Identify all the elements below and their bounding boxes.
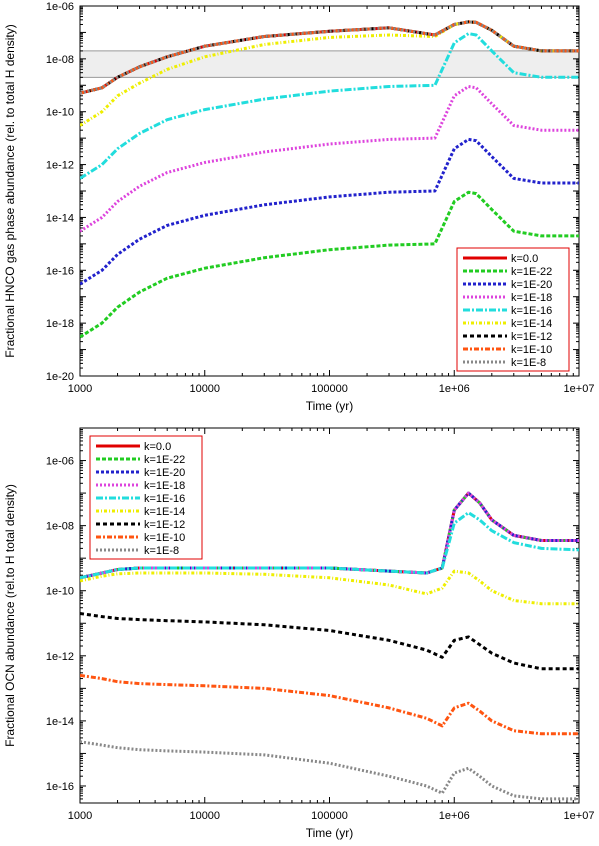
x-tick-label: 1e+06 [439, 810, 470, 822]
legend-label: k=1E-14 [511, 318, 552, 330]
y-tick-label: 1e-12 [46, 651, 74, 663]
chart-1: 1000 10000 100000 1e+06 1e+07 1e-20 1e-18 1e-16… [3, 1, 594, 413]
legend-label: k=1E-10 [144, 532, 185, 544]
series-line-k=1E-12 [80, 612, 579, 671]
legend-label: k=1E-22 [144, 454, 185, 466]
legend-label: k=1E-16 [144, 493, 185, 505]
x-tick-label: 1e+07 [564, 810, 595, 822]
x-tick-label: 1000 [68, 810, 92, 822]
series-line-k=1E-8 [80, 740, 579, 801]
y-axis-label: Fractional HNCO gas phase abundance (rel… [3, 24, 17, 358]
series-line-k=1E-18 [80, 85, 579, 233]
y-tick-label: 1e-06 [46, 456, 74, 468]
x-tick-label: 10000 [189, 383, 220, 395]
y-tick-label: 1e-18 [46, 318, 74, 330]
legend-label: k=1E-8 [511, 357, 546, 369]
y-tick-label: 1e-16 [46, 265, 74, 277]
legend: k=0.0k=1E-22k=1E-20k=1E-18k=1E-16k=1E-14… [89, 435, 203, 560]
y-tick-label: 1e-08 [46, 54, 74, 66]
legend: k=0.0k=1E-22k=1E-20k=1E-18k=1E-16k=1E-14… [456, 247, 570, 372]
legend-label: k=1E-12 [511, 331, 552, 343]
legend-label: k=1E-20 [144, 467, 185, 479]
y-tick-label: 1e-14 [46, 716, 74, 728]
y-tick-label: 1e-10 [46, 586, 74, 598]
series-line-k=1E-20 [80, 137, 579, 286]
x-tick-label: 10000 [189, 810, 220, 822]
y-axis-label: Fractional OCN abundance (rel.to H total… [3, 484, 17, 747]
legend-label: k=1E-18 [511, 292, 552, 304]
legend-label: k=0.0 [144, 441, 171, 453]
legend-label: k=1E-22 [511, 266, 552, 278]
legend-label: k=1E-8 [144, 545, 179, 557]
x-tick-label: 1000 [68, 383, 92, 395]
legend-label: k=1E-16 [511, 305, 552, 317]
series-line-k=1E-16 [80, 32, 579, 180]
legend-label: k=1E-12 [144, 519, 185, 531]
legend-label: k=0.0 [511, 253, 538, 265]
y-tick-label: 1e-08 [46, 521, 74, 533]
y-tick-label: 1e-10 [46, 107, 74, 119]
shaded-band [80, 50, 579, 78]
x-tick-label: 1e+07 [564, 383, 595, 395]
series-line-k=1E-14 [80, 20, 579, 127]
series-line-k=1E-8 [80, 20, 579, 95]
series-line-k=1E-16 [80, 511, 579, 580]
y-tick-label: 1e-16 [46, 781, 74, 793]
legend-label: k=1E-20 [511, 279, 552, 291]
legend-box [456, 247, 570, 372]
series-line-k=1E-22 [80, 190, 579, 339]
y-tick-label: 1e-12 [46, 160, 74, 172]
legend-label: k=1E-14 [144, 506, 185, 518]
x-axis-label: Time (yr) [306, 826, 354, 840]
y-tick-label: 1e-20 [46, 371, 74, 383]
series-line-k=1E-14 [80, 569, 579, 606]
legend-label: k=1E-18 [144, 480, 185, 492]
series-line-k=1E-10 [80, 673, 579, 736]
x-tick-label: 1e+06 [439, 383, 470, 395]
y-tick-label: 1e-06 [46, 1, 74, 13]
x-axis-label: Time (yr) [306, 399, 354, 413]
chart-2: 1000 10000 100000 1e+06 1e+07 1e-16 1e-14 1e-12… [3, 427, 595, 840]
x-tick-label: 100000 [311, 810, 348, 822]
y-tick-label: 1e-14 [46, 212, 74, 224]
x-tick-label: 100000 [311, 383, 348, 395]
legend-label: k=1E-10 [511, 344, 552, 356]
